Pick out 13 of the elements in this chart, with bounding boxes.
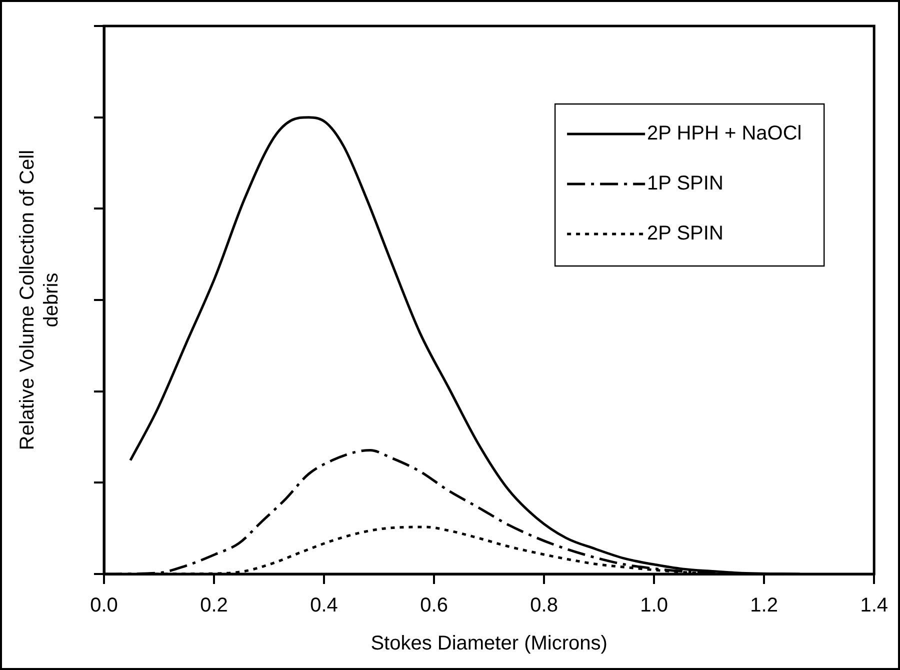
x-tick-label: 0.6 [420,594,448,617]
x-tick-label: 0.2 [200,594,228,617]
x-tick-label: 0.4 [310,594,338,617]
legend-label: 2P HPH + NaOCl [647,122,802,145]
x-axis-title: Stokes Diameter (Microns) [370,632,608,655]
legend-label: 1P SPIN [647,172,724,195]
x-tick-label: 1.4 [860,594,888,617]
y-axis-title: Relative Volume Collection of Cell debris [16,150,63,450]
legend-label: 2P SPIN [647,222,724,245]
x-tick-label: 1.2 [750,594,778,617]
x-tick-label: 0.8 [530,594,558,617]
x-tick-label: 1.0 [640,594,668,617]
x-tick-label: 0.0 [90,594,118,617]
